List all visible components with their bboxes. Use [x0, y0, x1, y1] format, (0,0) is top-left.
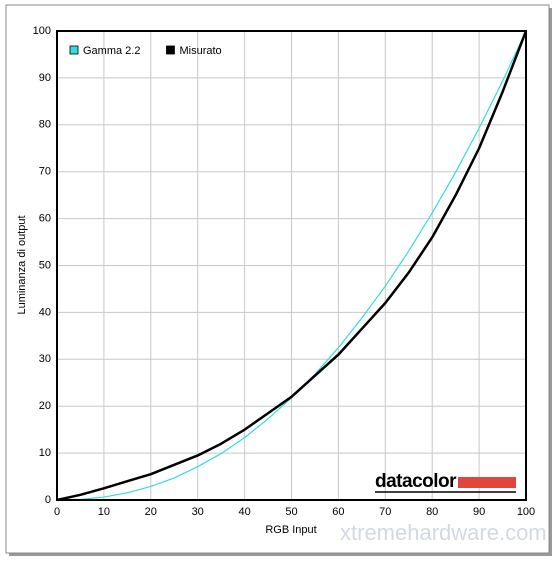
x-tick-label: 100	[517, 506, 535, 518]
y-tick-label: 20	[39, 400, 51, 412]
x-tick-label: 40	[238, 506, 250, 518]
x-tick-label: 90	[473, 506, 485, 518]
series-line	[56, 30, 528, 502]
watermark: xtremehardware.com	[340, 520, 547, 545]
x-tick-label: 60	[332, 506, 344, 518]
x-tick-label: 20	[145, 506, 157, 518]
y-tick-label: 70	[39, 166, 51, 178]
y-tick-label: 0	[45, 494, 51, 506]
y-tick-label: 100	[33, 25, 51, 37]
plot-border	[56, 30, 527, 501]
y-tick-label: 10	[39, 447, 51, 459]
y-axis-label: Luminanza di output	[16, 215, 28, 314]
logo: datacolor	[375, 471, 457, 492]
legend-label: Misurato	[179, 45, 221, 57]
logo-bar	[458, 477, 516, 488]
x-tick-label: 50	[285, 506, 297, 518]
y-tick-label: 90	[39, 72, 51, 84]
x-axis-label: RGB Input	[265, 524, 316, 536]
legend-swatch	[69, 45, 79, 55]
x-tick-label: 70	[379, 506, 391, 518]
y-tick-label: 60	[39, 213, 51, 225]
y-tick-label: 50	[39, 259, 51, 271]
y-tick-label: 80	[39, 119, 51, 131]
y-tick-label: 30	[39, 353, 51, 365]
legend-label: Gamma 2.2	[83, 45, 140, 57]
x-tick-label: 30	[192, 506, 204, 518]
x-tick-label: 10	[98, 506, 110, 518]
legend-swatch	[166, 45, 175, 55]
y-tick-label: 40	[39, 306, 51, 318]
x-tick-label: 80	[426, 506, 438, 518]
x-tick-label: 0	[54, 506, 60, 518]
